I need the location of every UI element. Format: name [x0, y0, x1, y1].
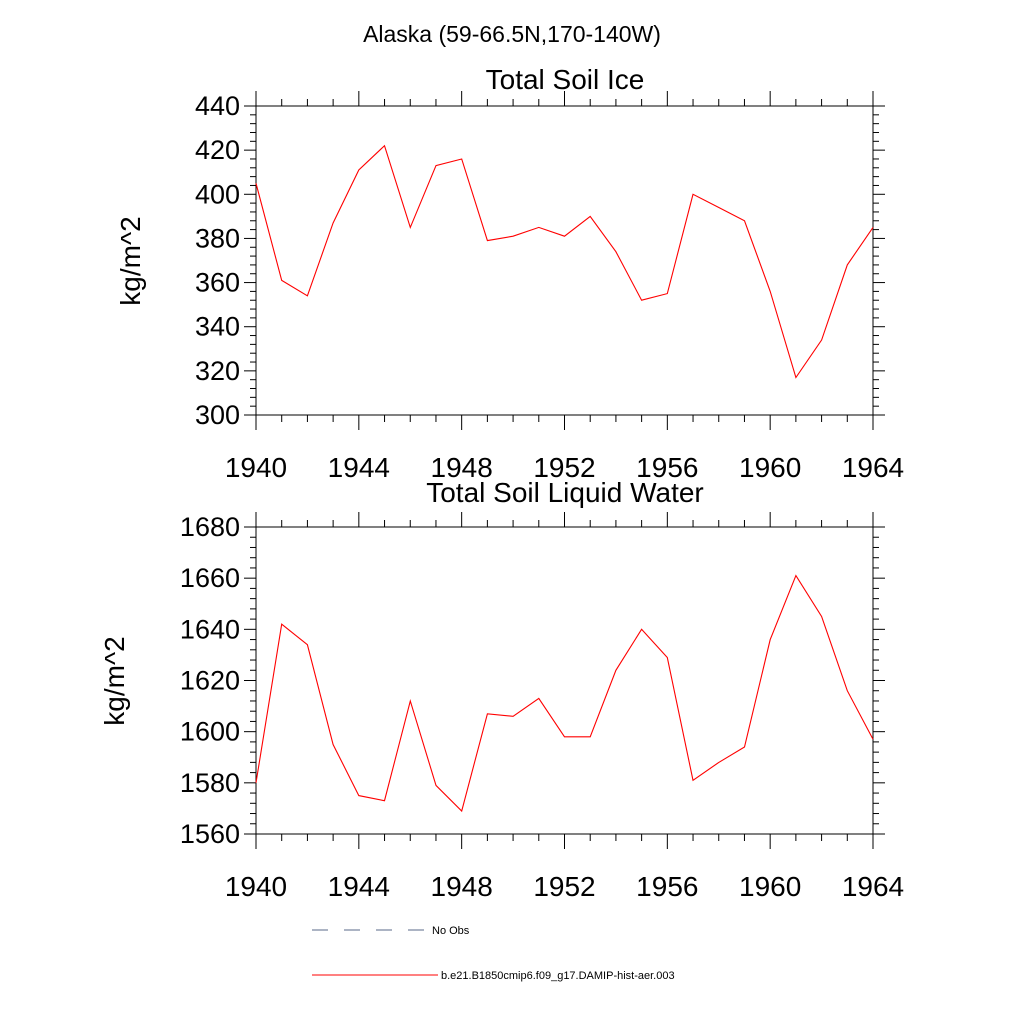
y-tick-label: 1560	[180, 819, 240, 849]
y-axis-label: kg/m^2	[115, 216, 146, 305]
legend-label: No Obs	[432, 925, 470, 937]
x-tick-label: 1960	[739, 871, 801, 902]
legend-entry-model-run: b.e21.B1850cmip6.f09_g17.DAMIP-hist-aer.…	[312, 970, 675, 982]
x-tick-label: 1940	[225, 871, 287, 902]
y-tick-label: 1640	[180, 614, 240, 644]
series-line	[255, 144, 874, 379]
x-tick-label: 1964	[842, 871, 904, 902]
y-tick-label: 360	[195, 268, 240, 298]
y-axis-label: kg/m^2	[99, 636, 130, 725]
plot-frame	[255, 526, 874, 835]
y-axis-ticks: 1560 1580 1600 1620 1640 1660 1680	[180, 512, 885, 849]
x-tick-label: 1944	[328, 452, 390, 483]
x-tick-label: 1964	[842, 452, 904, 483]
y-tick-label: 1580	[180, 768, 240, 798]
panel-title: Total Soil Ice	[486, 64, 645, 95]
x-tick-label: 1952	[533, 452, 595, 483]
series-layer	[255, 574, 874, 813]
x-tick-label: 1960	[739, 452, 801, 483]
legend-label: b.e21.B1850cmip6.f09_g17.DAMIP-hist-aer.…	[441, 970, 675, 982]
x-tick-label: 1940	[225, 452, 287, 483]
x-tick-label: 1952	[533, 871, 595, 902]
panel-total-soil-liquid-water: Total Soil Liquid Water kg/m^2 156015801…	[99, 477, 904, 902]
y-axis-ticks: 300 320 340 360 380 400 420 440	[195, 91, 885, 430]
y-tick-label: 340	[195, 312, 240, 342]
x-axis-ticks: 1940 1944 1948 1952 1956 1960 1964	[225, 91, 904, 483]
x-tick-label: 1948	[431, 452, 493, 483]
series-line	[255, 574, 874, 813]
x-tick-label: 1944	[328, 871, 390, 902]
y-tick-label: 1600	[180, 717, 240, 747]
plot-frame	[255, 105, 874, 416]
y-tick-label: 380	[195, 223, 240, 253]
y-tick-label: 320	[195, 356, 240, 386]
y-tick-label: 1620	[180, 666, 240, 696]
panel-title: Total Soil Liquid Water	[426, 477, 704, 508]
panel-total-soil-ice: Total Soil Ice kg/m^2 300 320 340 360 380 400…	[115, 64, 904, 483]
y-tick-label: 1680	[180, 512, 240, 542]
axes-box	[255, 105, 874, 416]
y-tick-label: 420	[195, 135, 240, 165]
legend: No Obs b.e21.B1850cmip6.f09_g17.DAMIP-hi…	[312, 925, 675, 982]
series-layer	[255, 144, 874, 379]
x-tick-label: 1956	[636, 452, 698, 483]
y-tick-label: 300	[195, 400, 240, 430]
x-axis-ticks: 1940 1944 1948 1952 1956 1960 1964	[225, 512, 904, 902]
y-tick-label: 440	[195, 91, 240, 121]
y-tick-label: 400	[195, 179, 240, 209]
figure-title: Alaska (59-66.5N,170-140W)	[363, 21, 661, 47]
x-tick-label: 1948	[431, 871, 493, 902]
axes-box	[255, 526, 874, 835]
x-tick-label: 1956	[636, 871, 698, 902]
y-tick-label: 1660	[180, 563, 240, 593]
legend-entry-no-obs: No Obs	[312, 925, 470, 937]
